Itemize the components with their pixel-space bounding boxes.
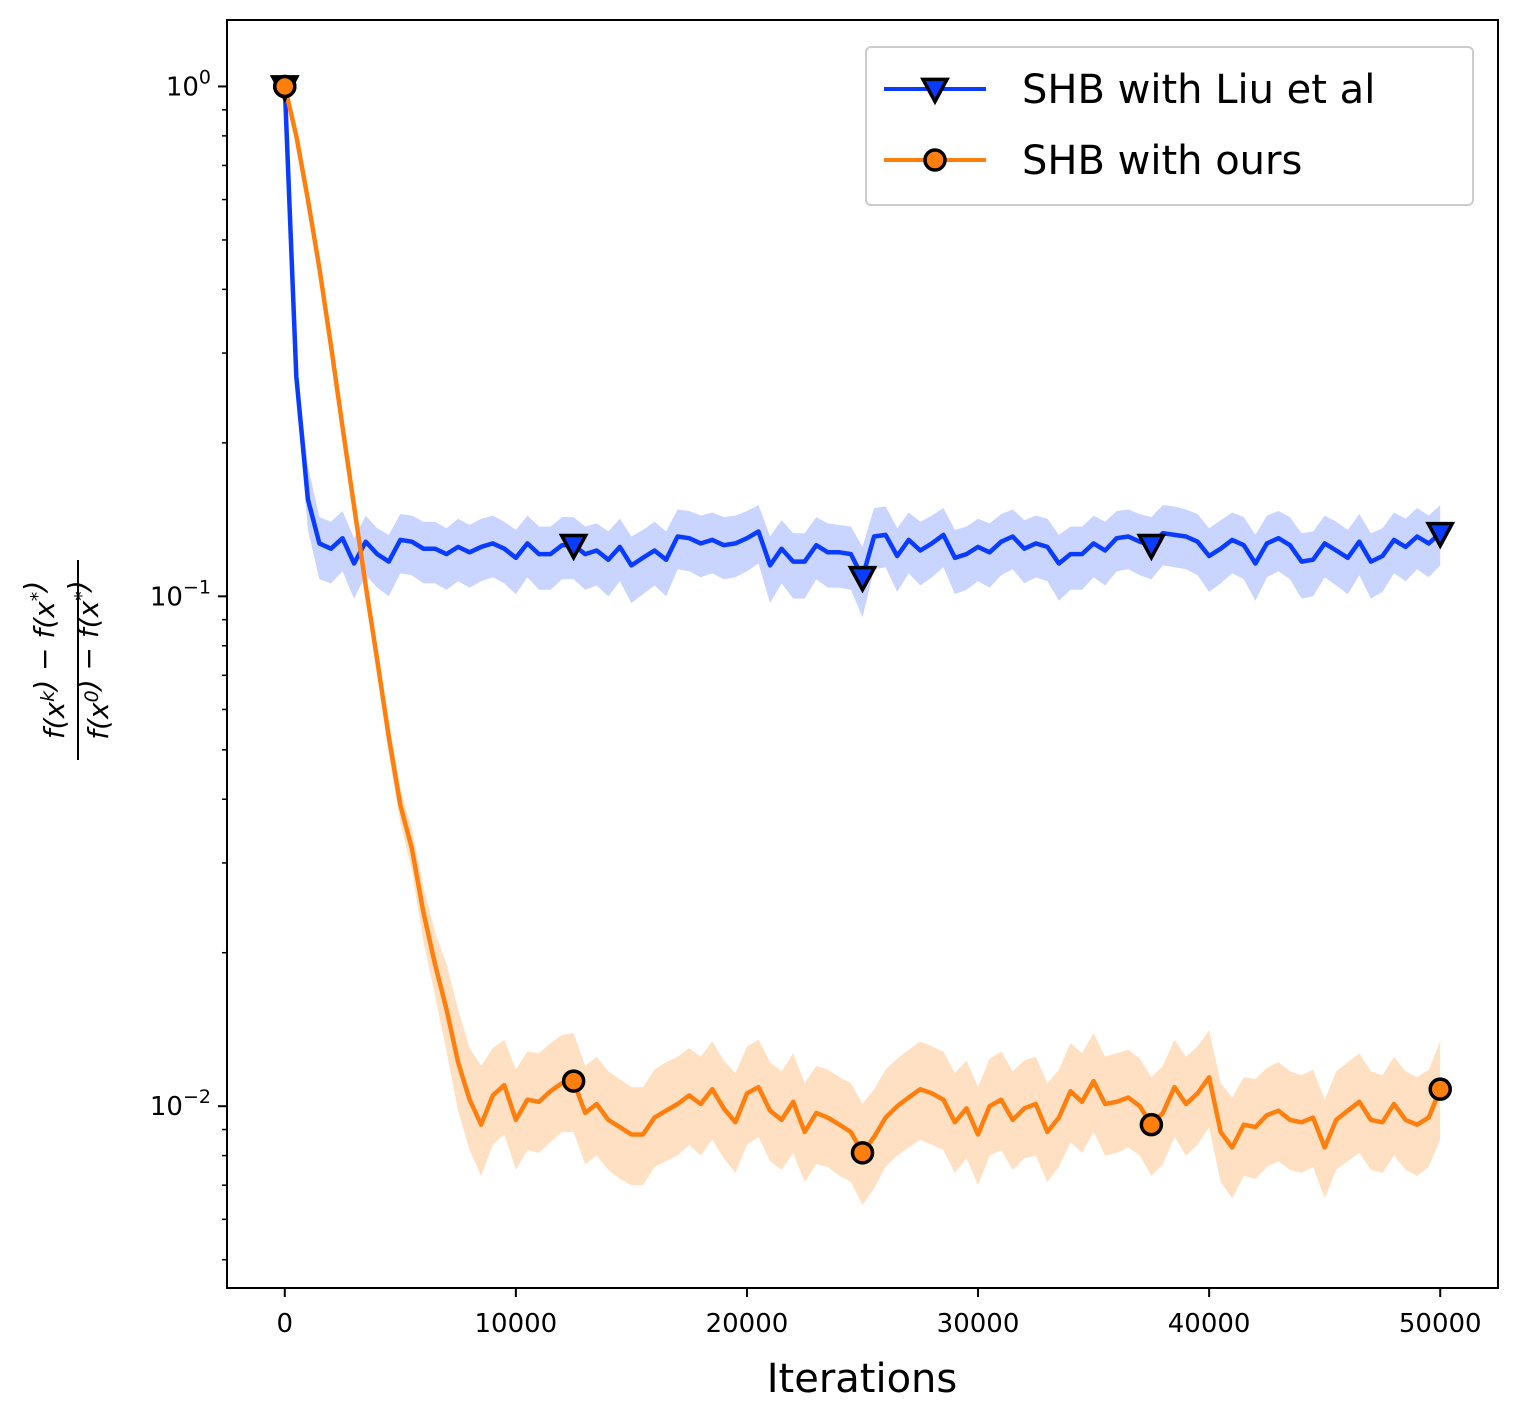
legend-marker-shape [920,77,950,106]
x-tick-label: 10000 [475,1309,558,1339]
x-tick-label: 20000 [706,1309,789,1339]
marker-liu-2 [847,565,878,594]
legend-frame [865,46,1474,206]
marker-ours-4 [1428,1077,1452,1101]
marker-ours-3 [1139,1112,1164,1137]
legend-marker-shape [923,148,947,172]
legend-label-liu: SHB with Liu et al [1022,67,1375,113]
y-axis-ticks: 100 10−1 10−2 [150,66,227,1261]
marker-liu-4 [1425,521,1456,550]
x-axis-label: Iterations [767,1356,958,1402]
y-tick-label: 10−1 [150,576,211,612]
band-liu [284,86,1441,618]
confidence-bands [284,86,1441,1205]
marker-ours-2 [850,1141,875,1165]
x-tick-label: 30000 [937,1309,1020,1339]
x-tick-label: 0 [276,1309,293,1339]
x-axis-ticks: 0 10000 20000 30000 40000 50000 [276,1288,1482,1339]
plot-frame [226,19,1499,1289]
y-axis-label-numerator: f(xk) − f(x*) [18,581,71,739]
x-tick-label: 40000 [1168,1309,1251,1339]
y-axis-label: f(xk) − f(x*) f(x0) − f(x*) [18,560,115,760]
y-axis-label-denominator: f(x0) − f(x*) [62,580,115,739]
legend-label-ours: SHB with ours [1022,138,1302,184]
marker-ours-0-top [273,74,297,99]
series-markers [269,74,1456,1165]
y-tick-label: 10−2 [150,1086,211,1122]
x-tick-label: 50000 [1399,1309,1482,1339]
marker-ours-1 [561,1069,586,1093]
marker-liu-1 [558,533,589,562]
legend-marker-liu [920,77,950,106]
y-tick-label: 100 [166,66,211,102]
legend-marker-ours [923,148,947,172]
legend: SHB with Liu et al SHB with ours [865,46,1474,206]
marker-liu-3 [1136,533,1167,562]
